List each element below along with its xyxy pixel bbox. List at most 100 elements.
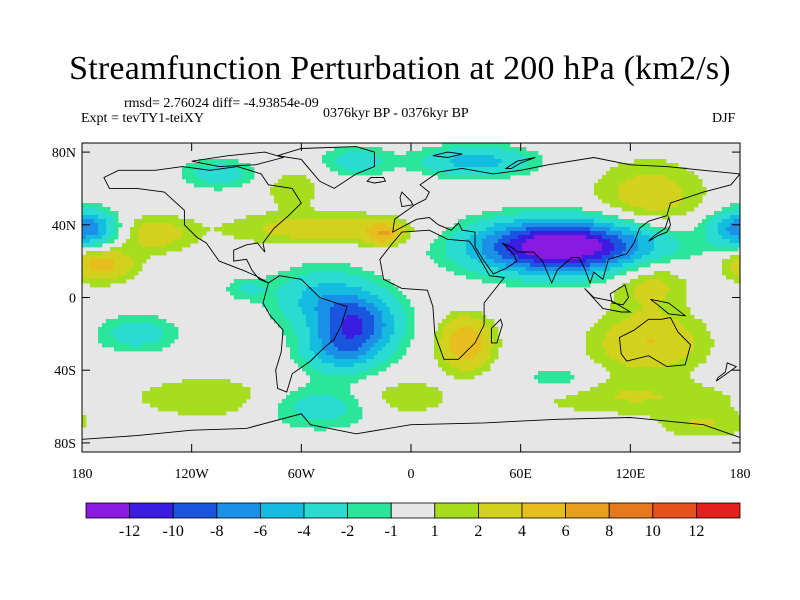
contour-cell [554, 371, 559, 376]
contour-cell [458, 347, 463, 352]
contour-cell [274, 183, 279, 188]
contour-cell [446, 243, 451, 248]
contour-cell [290, 271, 295, 276]
contour-cell [330, 411, 335, 416]
contour-cell [386, 339, 391, 344]
contour-cell [610, 203, 615, 208]
contour-cell [622, 271, 627, 276]
contour-cell [366, 227, 371, 232]
contour-cell [494, 159, 499, 164]
contour-cell [278, 303, 283, 308]
contour-cell [502, 151, 507, 156]
contour-cell [630, 179, 635, 184]
contour-cell [214, 403, 219, 408]
contour-cell [670, 307, 675, 312]
contour-cell [354, 335, 359, 340]
contour-cell [674, 323, 679, 328]
contour-cell [322, 383, 327, 388]
contour-cell [302, 175, 307, 180]
contour-cell [662, 343, 667, 348]
contour-cell [450, 239, 455, 244]
contour-cell [490, 175, 495, 180]
contour-cell [502, 207, 507, 212]
contour-cell [278, 311, 283, 316]
contour-cell [606, 335, 611, 340]
contour-cell [394, 327, 399, 332]
contour-cell [394, 159, 399, 164]
contour-cell [314, 375, 319, 380]
contour-cell [526, 263, 531, 268]
contour-cell [290, 351, 295, 356]
contour-cell [578, 219, 583, 224]
contour-cell [98, 283, 103, 288]
contour-cell [606, 243, 611, 248]
contour-cell [294, 191, 299, 196]
contour-cell [262, 219, 267, 224]
contour-cell [498, 175, 503, 180]
contour-cell [626, 263, 631, 268]
contour-cell [134, 227, 139, 232]
contour-cell [594, 259, 599, 264]
contour-cell [506, 211, 511, 216]
contour-cell [650, 335, 655, 340]
contour-cell [98, 215, 103, 220]
contour-cell [642, 327, 647, 332]
contour-cell [478, 263, 483, 268]
contour-cell [462, 243, 467, 248]
contour-cell [602, 279, 607, 284]
contour-cell [174, 219, 179, 224]
contour-cell [322, 219, 327, 224]
contour-cell [474, 151, 479, 156]
contour-cell [382, 327, 387, 332]
contour-cell [94, 251, 99, 256]
contour-cell [654, 319, 659, 324]
contour-cell [550, 267, 555, 272]
contour-cell [630, 283, 635, 288]
contour-cell [454, 271, 459, 276]
contour-cell [622, 327, 627, 332]
contour-cell [602, 223, 607, 228]
contour-cell [630, 339, 635, 344]
contour-cell [574, 243, 579, 248]
contour-cell [482, 335, 487, 340]
contour-cell [594, 403, 599, 408]
contour-cell [334, 287, 339, 292]
contour-cell [398, 227, 403, 232]
contour-cell [306, 203, 311, 208]
contour-cell [610, 191, 615, 196]
contour-cell [286, 411, 291, 416]
contour-cell [474, 215, 479, 220]
contour-cell [290, 203, 295, 208]
contour-cell [294, 219, 299, 224]
contour-cell [662, 287, 667, 292]
contour-cell [638, 315, 643, 320]
contour-cell [642, 275, 647, 280]
contour-cell [198, 379, 203, 384]
contour-cell [170, 235, 175, 240]
contour-cell [562, 255, 567, 260]
contour-cell [534, 251, 539, 256]
contour-cell [142, 339, 147, 344]
contour-cell [538, 239, 543, 244]
contour-cell [234, 179, 239, 184]
contour-cell [574, 227, 579, 232]
contour-cell [606, 227, 611, 232]
contour-cell [546, 211, 551, 216]
contour-cell [654, 247, 659, 252]
contour-cell [662, 307, 667, 312]
contour-cell [402, 339, 407, 344]
contour-cell [98, 227, 103, 232]
contour-cell [302, 323, 307, 328]
contour-cell [622, 371, 627, 376]
contour-cell [642, 231, 647, 236]
contour-cell [610, 395, 615, 400]
contour-cell [198, 227, 203, 232]
contour-cell [462, 375, 467, 380]
contour-cell [394, 235, 399, 240]
contour-cell [358, 295, 363, 300]
contour-cell [238, 391, 243, 396]
contour-cell [654, 311, 659, 316]
contour-cell [458, 219, 463, 224]
contour-cell [614, 295, 619, 300]
contour-cell [618, 363, 623, 368]
